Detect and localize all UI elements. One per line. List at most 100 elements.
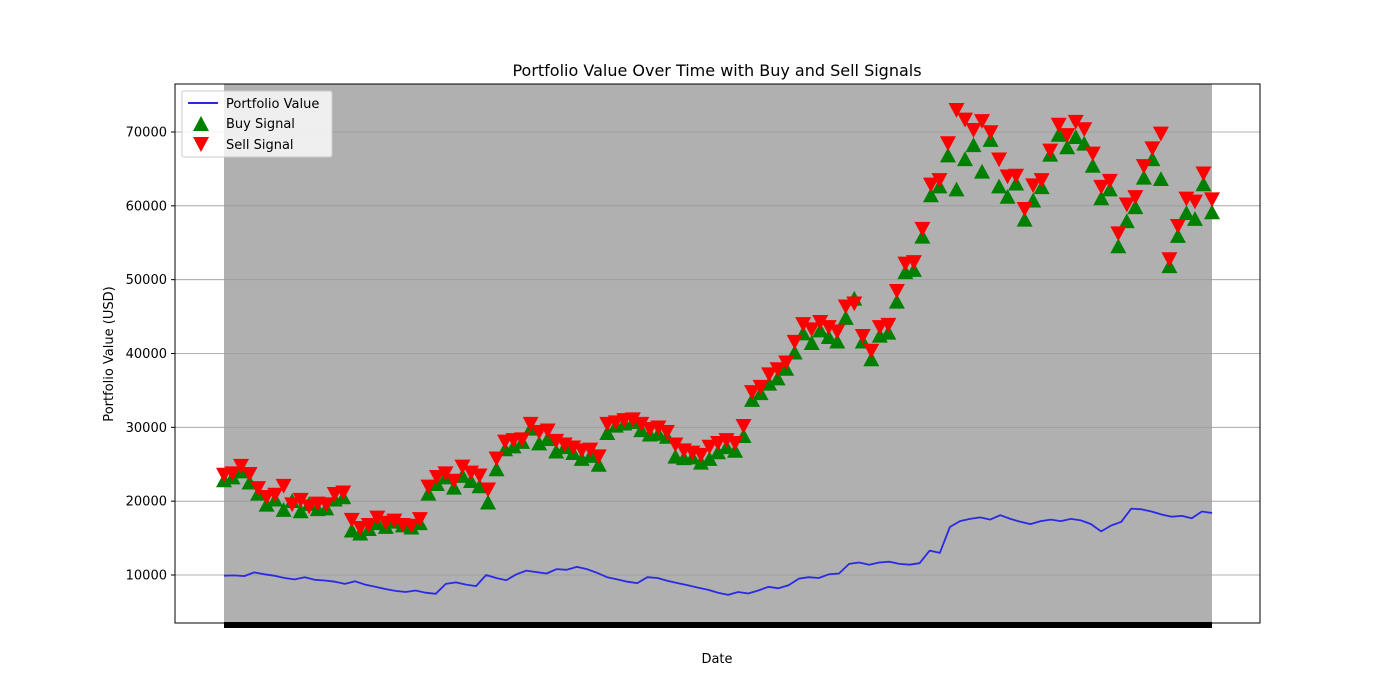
buy-signal-marker — [812, 322, 829, 338]
buy-signal-marker — [1050, 126, 1067, 142]
buy-signal-marker — [837, 310, 854, 325]
sell-signal-marker — [1204, 192, 1220, 208]
y-tick-label: 40000 — [126, 347, 167, 362]
sell-signal-marker — [590, 449, 607, 465]
y-tick-label: 50000 — [126, 273, 167, 288]
sell-signal-marker — [650, 420, 667, 436]
buy-signal-marker — [539, 431, 556, 446]
sell-signal-marker — [769, 362, 786, 378]
sell-signal-marker — [454, 459, 471, 475]
y-tick-label: 60000 — [126, 199, 167, 214]
sell-signal-marker — [1152, 126, 1169, 142]
sell-signal-marker — [931, 173, 948, 188]
sell-signal-marker — [267, 487, 284, 503]
buy-signal-marker — [590, 456, 607, 472]
buy-signal-marker — [471, 478, 488, 494]
sell-signal-marker — [991, 152, 1008, 168]
buy-signal-marker — [1093, 190, 1110, 206]
buy-signal-marker — [480, 494, 497, 510]
sell-signal-marker — [667, 437, 684, 453]
sell-signal-marker — [480, 482, 497, 498]
buy-signal-marker — [1016, 211, 1033, 227]
sell-signal-marker — [658, 424, 675, 440]
sell-signal-marker — [1033, 173, 1050, 188]
sell-signal-marker — [846, 296, 863, 312]
buy-signal-marker — [1152, 171, 1169, 187]
sell-signal-marker — [905, 255, 922, 270]
y-axis-ticks: 10000 20000 30000 40000 50000 60000 70000 — [126, 125, 175, 584]
sell-signal-marker — [965, 122, 982, 138]
sell-signal-marker — [1161, 252, 1178, 267]
legend-box — [181, 90, 333, 158]
sell-signal-marker — [744, 385, 761, 400]
sell-signal-marker — [1025, 178, 1042, 194]
buy-signal-marker — [1186, 211, 1203, 226]
sell-signal-marker — [522, 416, 539, 432]
legend: Portfolio Value Buy Signal Sell Signal — [181, 90, 333, 158]
buy-signal-marker — [701, 451, 718, 466]
sell-signal-marker — [360, 517, 377, 533]
sell-signal-marker — [1076, 122, 1093, 138]
sell-signal-marker — [1110, 226, 1127, 242]
buy-signal-marker — [863, 351, 880, 367]
sell-signal-marker — [437, 466, 454, 482]
sell-signal-marker — [854, 328, 871, 344]
sell-signal-marker — [386, 513, 403, 529]
sell-signal-marker — [420, 479, 437, 495]
sell-signal-marker — [880, 317, 897, 333]
y-tick-label: 10000 — [126, 569, 167, 584]
sell-signal-marker — [710, 436, 726, 451]
sell-signal-marker — [1008, 168, 1025, 184]
buy-signal-marker — [939, 147, 956, 163]
sell-signal-marker — [624, 412, 641, 428]
buy-signal-marker — [803, 335, 820, 350]
buy-signal-marker — [1059, 139, 1076, 155]
buy-signal-marker — [463, 473, 479, 489]
sell-signal-marker — [1118, 197, 1135, 213]
buy-signal-marker — [888, 293, 905, 309]
sell-signal-marker — [241, 467, 258, 482]
sell-signal-marker — [939, 136, 956, 152]
sell-signal-marker — [1101, 173, 1118, 189]
sell-signal-marker — [352, 520, 369, 536]
sell-signal-marker — [1144, 141, 1161, 157]
buy-signal-marker — [1084, 157, 1101, 173]
sell-signal-marker — [275, 478, 292, 494]
sell-signal-marker — [735, 419, 752, 434]
sell-signal-marker — [514, 432, 531, 448]
buy-signal-marker — [974, 163, 991, 179]
sell-signal-marker — [1135, 159, 1152, 174]
gridlines — [175, 131, 1260, 576]
sell-signal-marker — [761, 367, 778, 383]
sell-signal-marker — [752, 379, 769, 395]
buy-signal-marker — [820, 329, 837, 345]
sell-signal-marker — [1059, 128, 1076, 143]
sell-signal-marker — [914, 221, 931, 237]
sell-signal-marker — [335, 485, 352, 501]
sell-signal-marker — [820, 320, 837, 335]
legend-sell-label: Sell Signal — [226, 138, 294, 153]
sell-signal-marker — [1050, 117, 1067, 133]
sell-signal-marker — [1186, 194, 1203, 210]
sell-signal-marker — [318, 497, 335, 513]
sell-signal-marker — [403, 518, 420, 534]
sell-signal-marker — [982, 125, 999, 140]
buy-signal-marker — [599, 425, 616, 441]
legend-sell-marker — [193, 137, 209, 152]
buy-signal-marker — [710, 444, 726, 460]
chart-title: Portfolio Value Over Time with Buy and S… — [512, 61, 921, 80]
buy-signal-marker — [1169, 228, 1186, 243]
sell-signal-marker — [445, 473, 462, 489]
sell-signal-marker — [786, 334, 803, 350]
sell-signal-marker — [957, 112, 973, 128]
buy-signal-marker — [275, 502, 292, 517]
buy-signal-marker — [948, 181, 965, 197]
sell-signal-marker — [1093, 179, 1110, 195]
sell-signal-marker — [803, 322, 820, 338]
sell-signal-marker — [633, 416, 650, 432]
buy-signal-marker — [488, 461, 505, 477]
sell-signal-marker — [1016, 201, 1033, 217]
sell-signal-marker — [369, 510, 386, 526]
buy-signal-marker — [1204, 204, 1220, 220]
